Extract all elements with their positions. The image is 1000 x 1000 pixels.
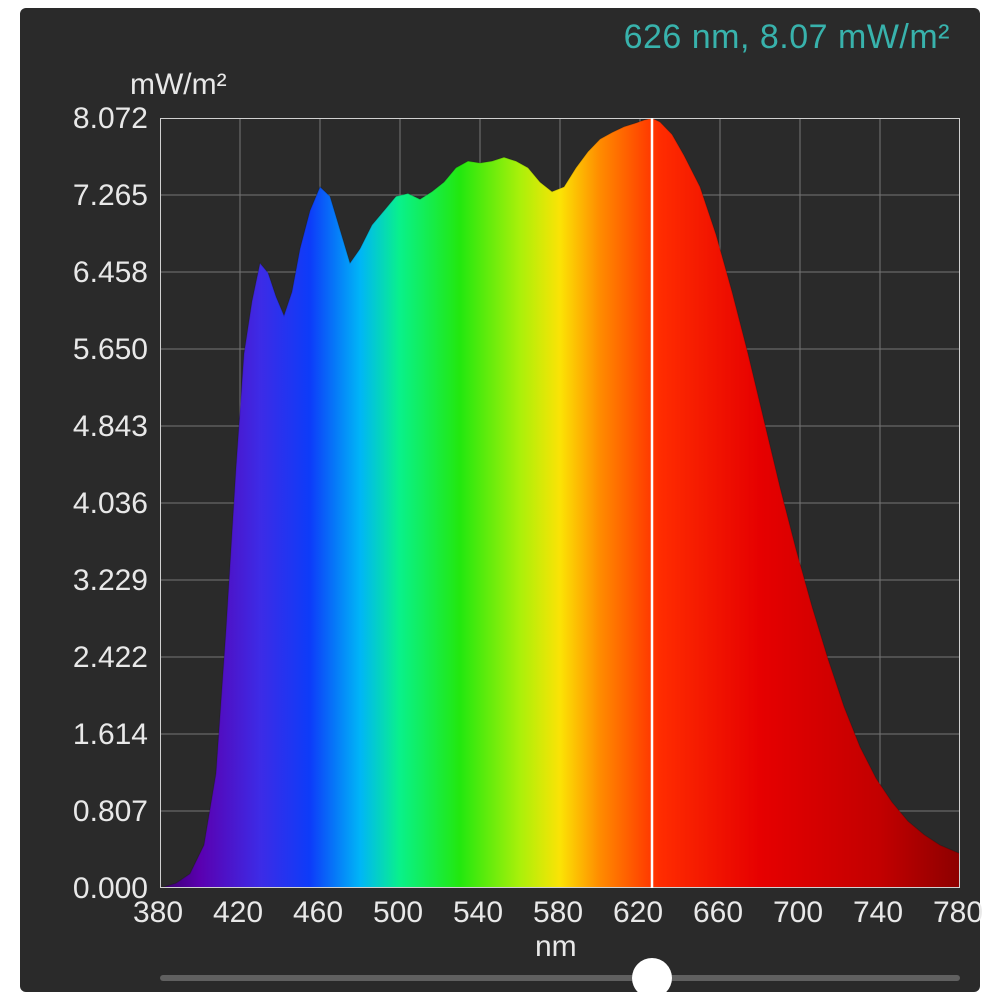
x-tick-10: 780 (933, 896, 983, 930)
y-tick-9: 7.265 (73, 179, 148, 213)
x-tick-2: 460 (293, 896, 343, 930)
x-tick-3: 500 (373, 896, 423, 930)
x-tick-4: 540 (453, 896, 503, 930)
y-tick-8: 6.458 (73, 256, 148, 290)
y-tick-2: 1.614 (73, 718, 148, 752)
x-tick-8: 700 (773, 896, 823, 930)
x-tick-1: 420 (213, 896, 263, 930)
app-root: 626 nm, 8.07 mW/m² mW/m² 8.072 7.265 6.4… (0, 0, 1000, 1000)
x-tick-7: 660 (693, 896, 743, 930)
x-tick-5: 580 (533, 896, 583, 930)
y-tick-5: 4.036 (73, 487, 148, 521)
x-tick-9: 740 (853, 896, 903, 930)
y-tick-3: 2.422 (73, 641, 148, 675)
y-axis-unit: mW/m² (130, 68, 227, 102)
y-tick-10: 8.072 (73, 102, 148, 136)
cursor-readout: 626 nm, 8.07 mW/m² (624, 18, 950, 57)
y-tick-4: 3.229 (73, 564, 148, 598)
y-tick-6: 4.843 (73, 410, 148, 444)
wavelength-slider-track[interactable] (160, 975, 960, 981)
x-tick-0: 380 (133, 896, 183, 930)
y-tick-1: 0.807 (73, 795, 148, 829)
spectrum-panel: 626 nm, 8.07 mW/m² mW/m² 8.072 7.265 6.4… (20, 8, 980, 992)
x-tick-6: 620 (613, 896, 663, 930)
wavelength-slider-knob[interactable] (632, 958, 672, 998)
x-axis-unit: nm (535, 930, 577, 964)
y-tick-7: 5.650 (73, 333, 148, 367)
spectrum-plot (160, 118, 960, 888)
